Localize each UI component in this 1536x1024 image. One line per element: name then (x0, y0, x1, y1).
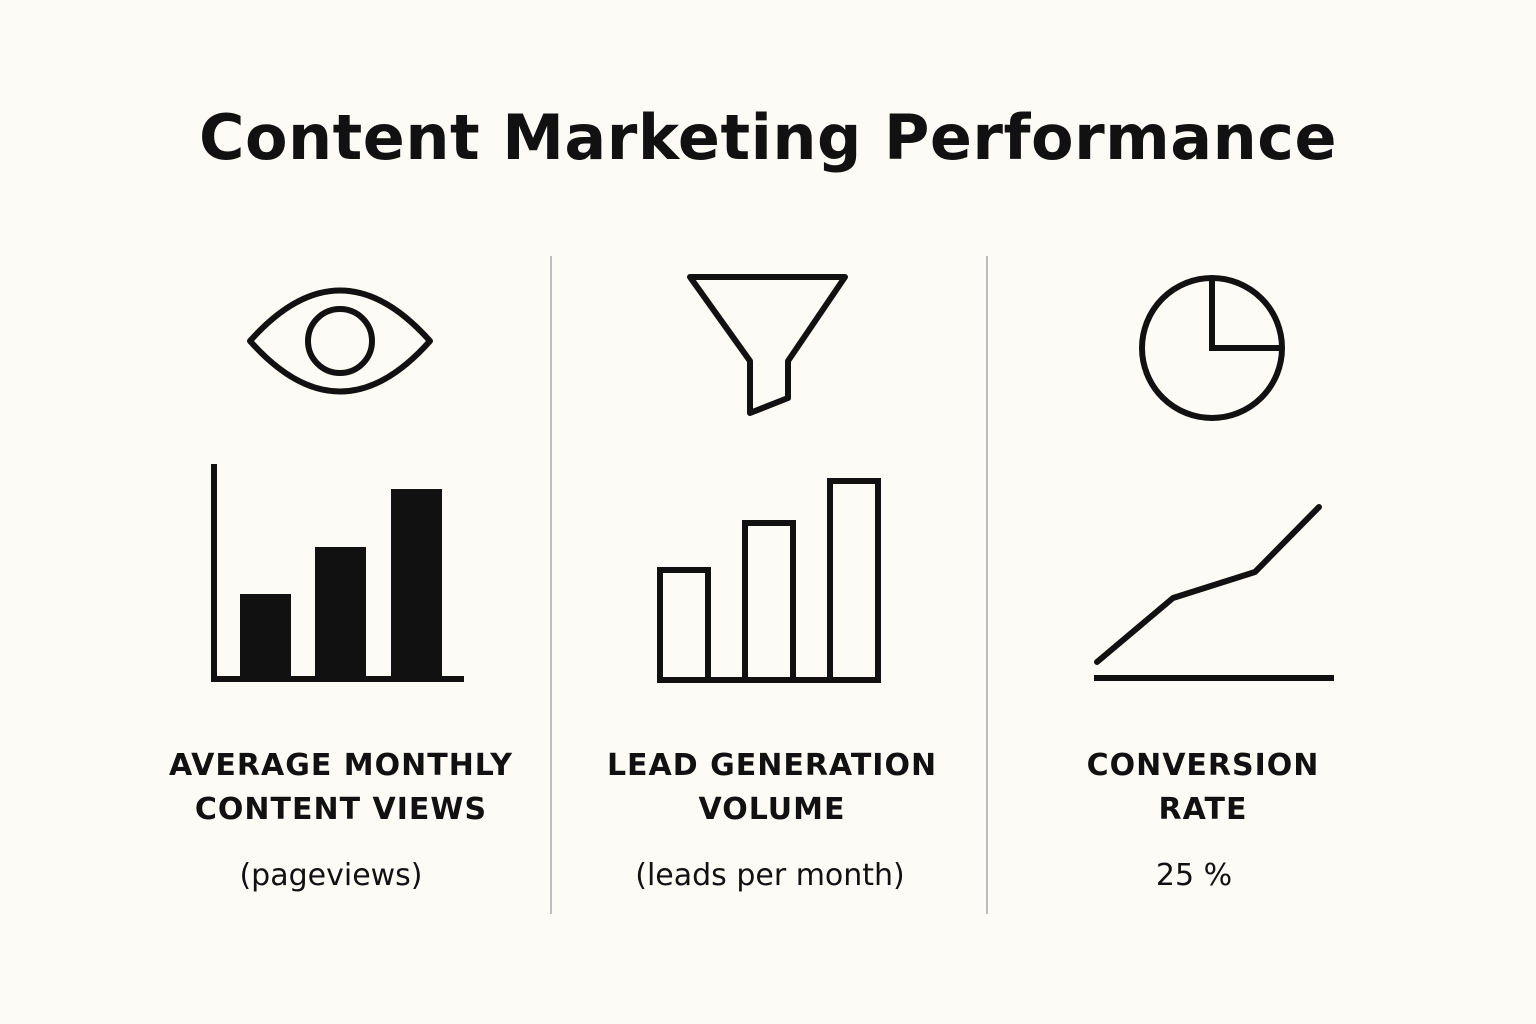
trend-line (1094, 504, 1322, 665)
bar-3 (827, 478, 881, 683)
bar-1 (240, 594, 291, 679)
bar-1 (657, 567, 711, 683)
line-chart-icon (1094, 504, 1334, 681)
bar-3 (391, 489, 442, 679)
column-divider-left (550, 256, 552, 914)
column-1-label: AVERAGE MONTHLY CONTENT VIEWS (141, 744, 541, 832)
eye-icon (247, 287, 433, 395)
page-title: Content Marketing Performance (198, 101, 1338, 174)
column-3-label-line-1: CONVERSION (1086, 748, 1320, 783)
column-2-label-line-1: LEAD GENERATION (606, 748, 938, 783)
funnel-icon (687, 274, 848, 416)
eye-outline (247, 287, 433, 395)
bar-2 (315, 547, 366, 679)
column-2-label-line-2: VOLUME (698, 792, 846, 827)
bar-chart-axes (211, 464, 464, 682)
column-divider-right (986, 256, 988, 914)
column-2-label: LEAD GENERATION VOLUME (572, 744, 972, 832)
column-1-label-line-2: CONTENT VIEWS (194, 792, 488, 827)
column-2-sub-label: (leads per month) (635, 858, 905, 893)
filled-bar-chart-icon (211, 464, 464, 682)
column-1-label-line-1: AVERAGE MONTHLY (169, 748, 513, 783)
column-3-sub-label: 25 % (1155, 858, 1233, 893)
column-1-sub-label: (pageviews) (239, 858, 423, 893)
eye-iris (305, 306, 375, 376)
outlined-bar-chart-icon (657, 478, 881, 683)
pie-chart-icon (1139, 275, 1285, 421)
column-3-label: CONVERSION RATE (1003, 744, 1403, 832)
column-3-label-line-2: RATE (1158, 792, 1248, 827)
bar-2 (742, 520, 796, 683)
